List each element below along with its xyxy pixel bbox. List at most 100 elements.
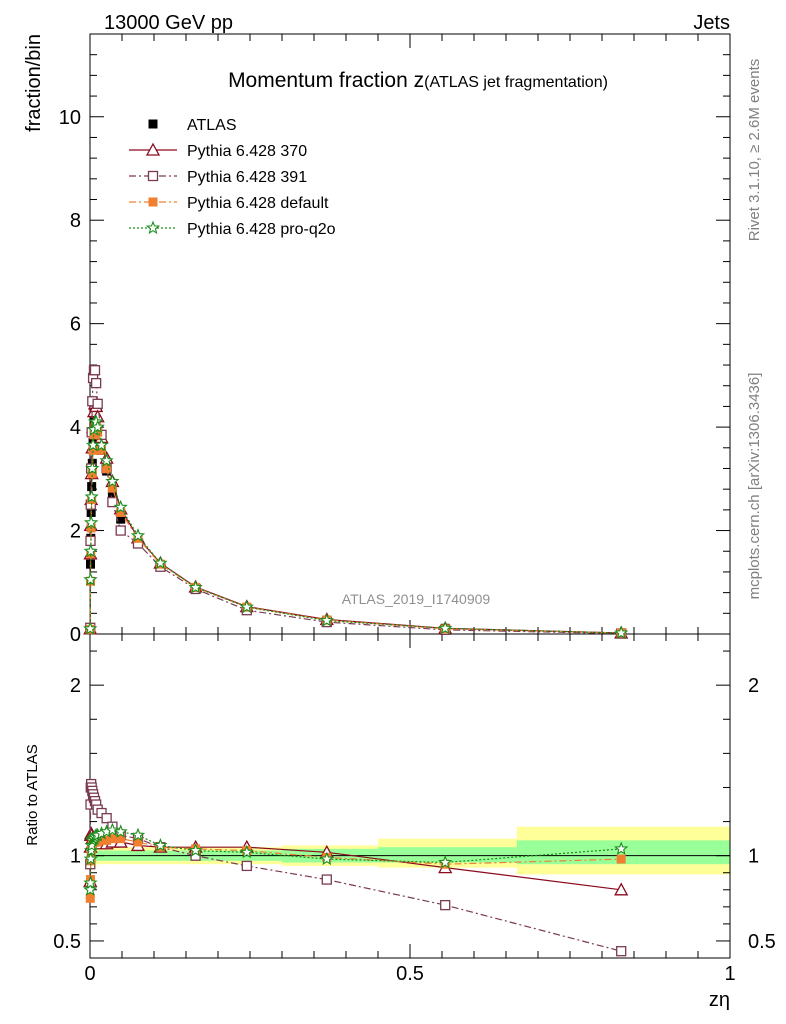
legend-label-pythia-370: Pythia 6.428 370 xyxy=(187,143,307,160)
ratio-point xyxy=(616,946,627,957)
ratio-point xyxy=(113,824,128,838)
y-axis-label-ratio: Ratio to ATLAS xyxy=(24,744,41,845)
axis-frames xyxy=(89,33,731,959)
legend-symbol xyxy=(147,170,159,182)
ratio-frame xyxy=(89,633,731,959)
ratio-point xyxy=(153,838,168,852)
ratio-point xyxy=(319,851,334,866)
chart-title: Momentum fraction z(ATLAS jet fragmentat… xyxy=(228,69,608,92)
ratio-point xyxy=(116,834,126,844)
data-series xyxy=(83,365,629,957)
main-point xyxy=(107,483,117,493)
main-series-line xyxy=(89,426,622,634)
ratio-x-tick-label: 0 xyxy=(84,963,95,985)
ratio-point xyxy=(83,851,98,866)
main-point xyxy=(93,427,103,437)
main-frame xyxy=(89,33,731,635)
main-point xyxy=(102,463,112,473)
main-point xyxy=(83,572,98,586)
main-point xyxy=(115,525,126,536)
main-point xyxy=(188,579,203,594)
main-point xyxy=(97,445,107,455)
legend-label-pythia-391: Pythia 6.428 391 xyxy=(187,169,307,186)
ratio-y-tick-label: 1 xyxy=(70,846,81,868)
legend-entry-pythia-370: Pythia 6.428 370 xyxy=(129,142,307,160)
ratio-point xyxy=(438,854,453,869)
main-y-tick-label: 0 xyxy=(70,624,81,646)
main-point xyxy=(83,621,98,635)
ratio-point xyxy=(133,837,143,847)
main-point xyxy=(614,625,629,639)
ratio-y-tick-label: 0.5 xyxy=(53,931,81,953)
mcplots-label: mcplots.cern.ch [arXiv:1306.3436] xyxy=(746,373,763,600)
ratio-point xyxy=(188,843,203,857)
main-point xyxy=(239,599,254,614)
ratio-point xyxy=(440,899,451,911)
ratio-point xyxy=(102,835,112,845)
header-left: 13000 GeV pp xyxy=(104,12,233,34)
ratio-point xyxy=(83,875,98,889)
chart-title-sub: (ATLAS jet fragmentation) xyxy=(424,74,608,91)
ratio-series-3 xyxy=(83,822,629,896)
analysis-id-label: ATLAS_2019_I1740909 xyxy=(342,591,491,607)
main-point xyxy=(87,469,97,479)
x-axis-label: zη xyxy=(709,989,730,1011)
main-point xyxy=(89,365,101,376)
rivet-version-label: Rivet 3.1.10, ≥ 2.6M events xyxy=(746,59,763,242)
legend-marker-pythia-391 xyxy=(129,170,177,182)
main-series-line xyxy=(89,369,622,635)
legend-entry-atlas: ATLAS xyxy=(148,117,237,134)
ratio-point xyxy=(85,893,95,903)
ratio-point xyxy=(107,834,117,844)
ratio-x-tick-label: 1 xyxy=(724,963,735,985)
main-point xyxy=(107,488,117,498)
legend-label-pythia-default: Pythia 6.428 default xyxy=(187,195,329,212)
y-axis-label-main: fraction/bin xyxy=(23,34,45,132)
main-y-tick-label: 2 xyxy=(70,521,81,543)
ratio-point xyxy=(83,882,98,896)
legend-label-atlas: ATLAS xyxy=(187,117,237,134)
legend-symbol xyxy=(148,197,158,207)
legend-marker-pythia-default xyxy=(129,197,177,207)
main-y-tick-label: 4 xyxy=(70,417,81,439)
ratio-y-tick-label: 2 xyxy=(70,675,81,697)
legend-symbol xyxy=(148,119,158,129)
ratio-point xyxy=(614,841,629,855)
ratio-point xyxy=(239,844,254,859)
main-point xyxy=(153,555,168,570)
main-point xyxy=(85,460,100,475)
main-point xyxy=(88,445,98,455)
legend-entry-pythia-default: Pythia 6.428 default xyxy=(129,195,329,212)
ratio-y-tick-label-right: 2 xyxy=(748,675,759,697)
main-point xyxy=(83,515,99,529)
chart-title-main: Momentum fraction z xyxy=(228,69,424,92)
legend-symbol xyxy=(145,220,161,235)
ratio-point xyxy=(83,843,99,857)
main-point xyxy=(94,437,109,452)
main-point xyxy=(116,507,126,517)
main-point xyxy=(116,514,126,524)
legend: ATLAS Pythia 6.428 370 Pythia 6.428 391 … xyxy=(129,117,336,238)
main-point xyxy=(113,499,128,514)
legend-marker-atlas xyxy=(148,119,158,129)
ratio-point xyxy=(616,854,626,864)
main-point xyxy=(83,543,98,558)
legend-entry-pythia-391: Pythia 6.428 391 xyxy=(129,169,307,186)
ratio-point xyxy=(241,860,252,872)
ratio-y-tick-label-right: 1 xyxy=(748,846,759,868)
legend-symbol xyxy=(145,142,161,156)
main-point xyxy=(319,613,334,627)
ratio-point xyxy=(321,874,332,885)
main-point xyxy=(92,398,103,409)
legend-entry-pythia-pro-q2o: Pythia 6.428 pro-q2o xyxy=(129,220,336,238)
ratio-point xyxy=(614,882,629,896)
main-point xyxy=(90,419,105,434)
main-point xyxy=(438,620,453,635)
main-y-tick-label: 10 xyxy=(59,107,81,129)
main-point xyxy=(105,473,120,488)
main-point xyxy=(99,453,114,467)
ratio-point xyxy=(130,827,146,842)
legend-label-pythia-pro-q2o: Pythia 6.428 pro-q2o xyxy=(187,221,336,238)
